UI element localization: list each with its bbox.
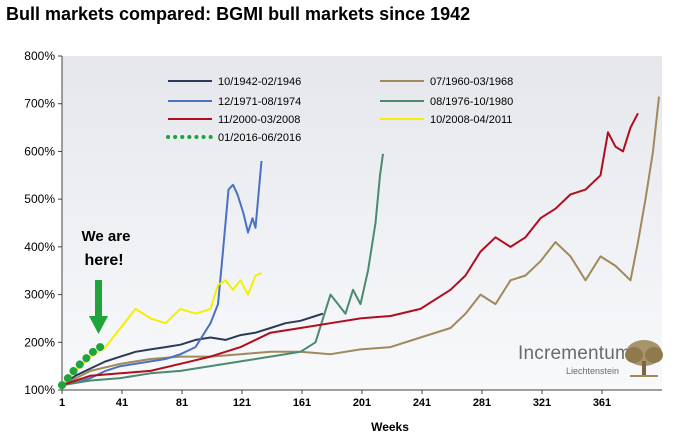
legend-label: 07/1960-03/1968 (430, 76, 513, 88)
y-tick-label: 500% (24, 192, 55, 206)
y-tick-label: 700% (24, 97, 55, 111)
x-tick-label: 241 (413, 397, 431, 409)
legend-label: 12/1971-08/1974 (218, 96, 301, 108)
arrow-shaft (95, 280, 102, 316)
x-tick-label: 121 (233, 397, 251, 409)
logo-subtitle: Liechtenstein (566, 366, 620, 376)
series-line-1 (61, 96, 660, 387)
series-line-4 (61, 112, 639, 387)
incrementum-logo: Incrementum Liechtenstein (518, 340, 668, 381)
annotation-we-are: We are (82, 228, 131, 245)
y-tick-label: 800% (24, 49, 55, 63)
legend-label: 10/1942-02/1946 (218, 76, 301, 88)
x-tick-label: 201 (353, 397, 371, 409)
series-line-2 (61, 160, 263, 387)
legend-label: 11/2000-03/2008 (218, 114, 300, 126)
x-tick-label: 161 (293, 397, 311, 409)
series-line-0 (61, 312, 324, 387)
tree-icon (625, 340, 663, 377)
y-tick-label: 600% (24, 144, 55, 158)
x-tick-label: 41 (116, 397, 128, 409)
legend-label: 08/1976-10/1980 (430, 96, 513, 108)
legend-label: 10/2008-04/2011 (430, 114, 512, 126)
legend-label: 01/2016-06/2016 (218, 132, 301, 144)
x-tick-label: 361 (593, 397, 611, 409)
y-tick-label: 300% (24, 288, 55, 302)
arrow-head (89, 316, 108, 334)
x-tick-label: 81 (176, 397, 188, 409)
x-tick-label: 1 (59, 397, 65, 409)
series-line-6 (58, 343, 110, 390)
plot-background (62, 56, 662, 390)
down-arrow-icon (89, 280, 108, 334)
x-tick-label: 321 (533, 397, 551, 409)
annotation-here: here! (84, 252, 123, 269)
series-line-3 (61, 153, 384, 387)
y-tick-label: 100% (24, 383, 55, 397)
x-axis-label: Weeks (371, 420, 409, 434)
chart-title: Bull markets compared: BGMI bull markets… (6, 4, 471, 24)
y-tick-label: 200% (24, 335, 55, 349)
logo-name: Incrementum (518, 343, 632, 364)
x-tick-label: 281 (473, 397, 491, 409)
y-tick-label: 400% (24, 240, 55, 254)
